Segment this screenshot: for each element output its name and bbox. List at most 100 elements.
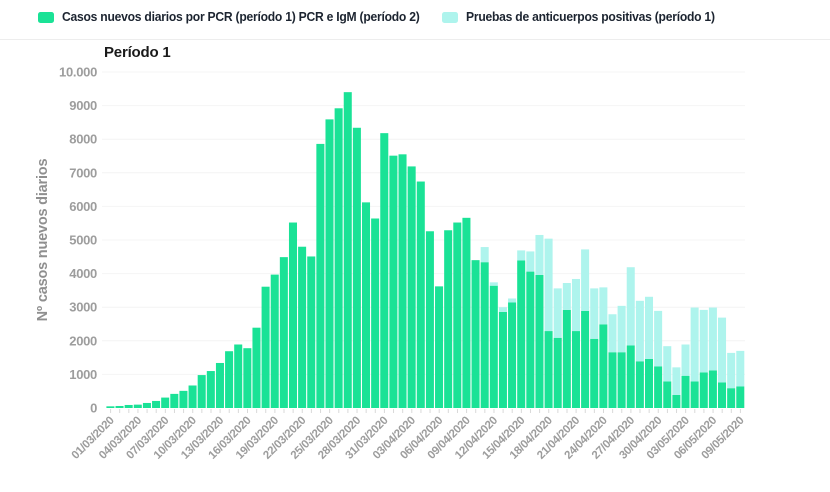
bar-pcr[interactable] (480, 262, 489, 408)
bar-pcr[interactable] (270, 274, 279, 408)
bar-pcr[interactable] (699, 372, 708, 408)
bar-antibody[interactable] (562, 283, 571, 310)
bar-pcr[interactable] (617, 352, 626, 408)
bar-antibody[interactable] (599, 287, 608, 325)
bar-pcr[interactable] (535, 274, 544, 408)
bar-pcr[interactable] (526, 271, 535, 408)
bar-pcr[interactable] (590, 338, 599, 408)
bar-antibody[interactable] (699, 309, 708, 373)
bar-antibody[interactable] (708, 307, 717, 371)
bar-pcr[interactable] (663, 381, 672, 408)
bar-pcr[interactable] (608, 352, 617, 408)
bar-pcr[interactable] (599, 324, 608, 408)
bar-antibody[interactable] (489, 282, 498, 286)
bar-pcr[interactable] (471, 260, 480, 408)
bar-pcr[interactable] (325, 119, 334, 408)
bar-antibody[interactable] (681, 344, 690, 376)
bar-antibody[interactable] (526, 251, 535, 272)
bar-pcr[interactable] (316, 143, 325, 409)
bar-antibody[interactable] (654, 310, 663, 367)
bar-pcr[interactable] (736, 386, 745, 408)
bar-pcr[interactable] (334, 108, 343, 409)
bar-pcr[interactable] (115, 405, 124, 408)
bar-antibody[interactable] (736, 350, 745, 387)
bar-pcr[interactable] (124, 404, 133, 408)
bar-pcr[interactable] (362, 202, 371, 408)
bar-pcr[interactable] (142, 402, 151, 408)
bar-pcr[interactable] (352, 127, 361, 408)
bar-pcr[interactable] (635, 361, 644, 408)
bar-pcr[interactable] (508, 302, 517, 408)
bar-pcr[interactable] (581, 310, 590, 408)
bar-pcr[interactable] (727, 388, 736, 408)
bar-antibody[interactable] (635, 300, 644, 362)
bar-antibody[interactable] (517, 250, 526, 261)
bar-antibody[interactable] (727, 352, 736, 389)
bar-pcr[interactable] (681, 375, 690, 408)
bar-pcr[interactable] (215, 362, 224, 408)
bar-antibody[interactable] (608, 314, 617, 353)
bar-antibody[interactable] (581, 249, 590, 311)
bar-pcr[interactable] (261, 286, 270, 408)
bar-antibody[interactable] (672, 367, 681, 395)
legend-item-pcr[interactable]: Casos nuevos diarios por PCR (período 1)… (38, 10, 431, 24)
bar-pcr[interactable] (106, 406, 115, 408)
bar-pcr[interactable] (718, 382, 727, 408)
bar-pcr[interactable] (298, 246, 307, 408)
bar-antibody[interactable] (590, 288, 599, 339)
bar-antibody[interactable] (644, 296, 654, 359)
bar-pcr[interactable] (161, 397, 170, 408)
bar-antibody[interactable] (553, 288, 562, 338)
bar-pcr[interactable] (571, 331, 580, 408)
bar-antibody[interactable] (626, 267, 635, 346)
bar-antibody[interactable] (663, 346, 672, 382)
bar-pcr[interactable] (343, 92, 352, 408)
bar-pcr[interactable] (243, 348, 252, 408)
bar-pcr[interactable] (425, 231, 434, 408)
bar-pcr[interactable] (416, 181, 425, 408)
bar-pcr[interactable] (234, 344, 243, 408)
bar-pcr[interactable] (197, 375, 206, 408)
bar-pcr[interactable] (435, 286, 444, 408)
bar-pcr[interactable] (188, 385, 197, 408)
bar-pcr[interactable] (562, 309, 571, 408)
bar-pcr[interactable] (279, 257, 288, 408)
bar-antibody[interactable] (508, 298, 517, 303)
legend-item-antibodies[interactable]: Pruebas de anticuerpos positivas (períod… (442, 10, 722, 24)
bar-pcr[interactable] (444, 230, 453, 408)
bar-pcr[interactable] (462, 217, 471, 408)
bar-pcr[interactable] (407, 166, 416, 408)
bar-pcr[interactable] (626, 345, 635, 408)
bar-antibody[interactable] (718, 317, 727, 383)
bar-pcr[interactable] (398, 154, 407, 408)
bar-antibody[interactable] (690, 307, 699, 382)
bar-pcr[interactable] (644, 358, 654, 408)
bar-pcr[interactable] (489, 285, 498, 408)
bar-pcr[interactable] (517, 260, 526, 408)
bar-pcr[interactable] (380, 133, 389, 409)
bar-pcr[interactable] (288, 222, 297, 408)
bar-pcr[interactable] (553, 337, 562, 408)
bar-pcr[interactable] (371, 218, 380, 408)
bar-antibody[interactable] (544, 238, 553, 332)
bar-pcr[interactable] (170, 393, 179, 408)
bar-pcr[interactable] (133, 404, 142, 408)
bar-pcr[interactable] (206, 371, 215, 408)
bar-pcr[interactable] (544, 331, 553, 408)
bar-antibody[interactable] (571, 278, 580, 332)
bar-antibody[interactable] (617, 305, 626, 353)
bar-antibody[interactable] (535, 234, 544, 275)
bar-pcr[interactable] (252, 327, 261, 408)
bar-pcr[interactable] (654, 366, 663, 408)
bar-pcr[interactable] (225, 351, 234, 408)
bar-antibody[interactable] (498, 307, 507, 312)
bar-pcr[interactable] (453, 222, 462, 408)
bar-pcr[interactable] (672, 394, 681, 408)
bar-antibody[interactable] (480, 247, 489, 263)
bar-pcr[interactable] (690, 381, 699, 408)
bar-pcr[interactable] (498, 311, 507, 408)
bar-pcr[interactable] (152, 400, 161, 408)
bar-pcr[interactable] (179, 390, 188, 408)
bar-pcr[interactable] (389, 155, 398, 408)
bar-pcr[interactable] (307, 256, 316, 408)
